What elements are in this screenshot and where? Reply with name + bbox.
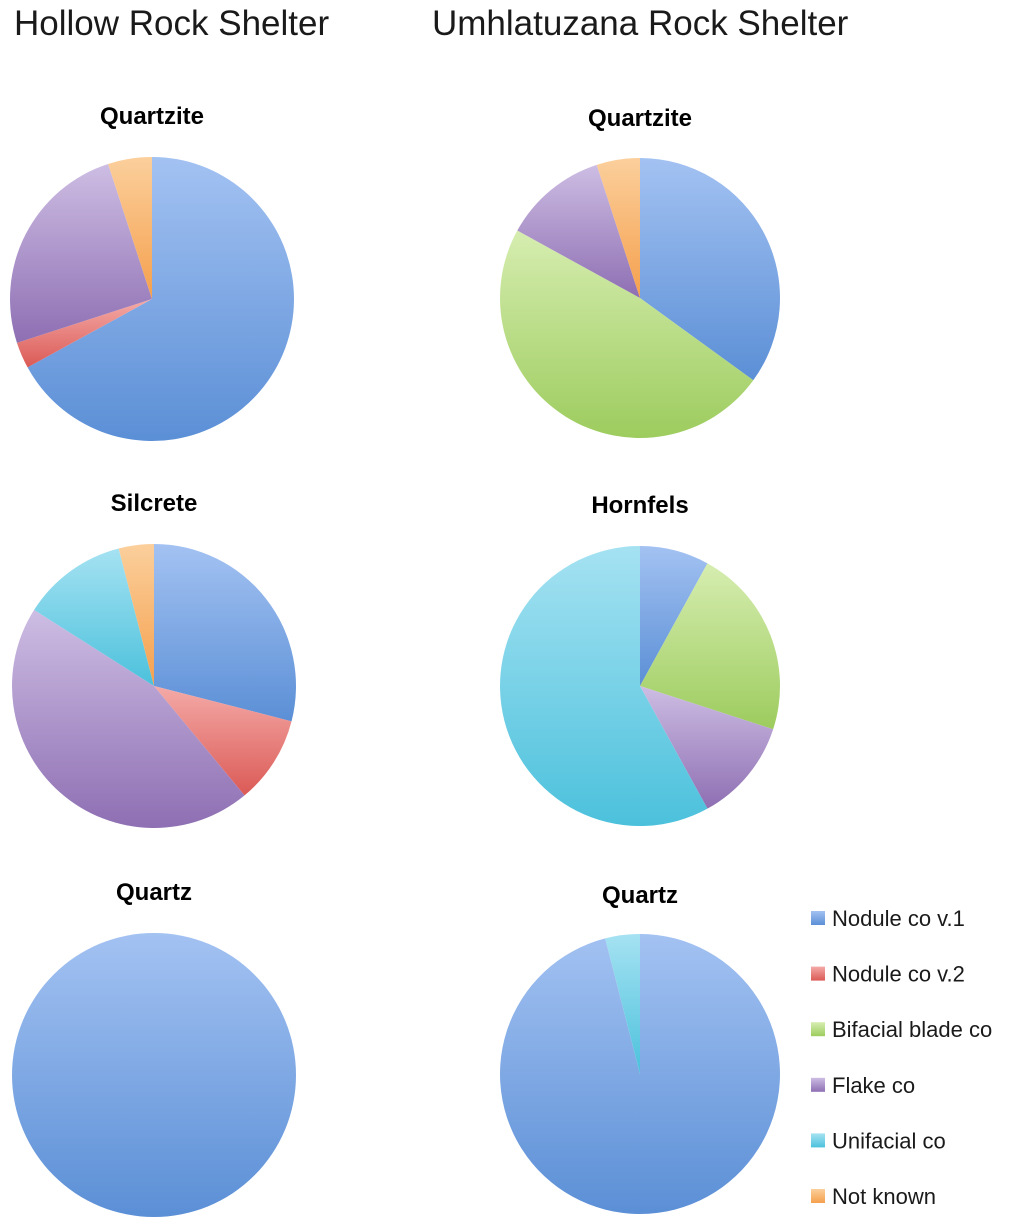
chart-title: Hornfels xyxy=(591,492,688,519)
pie-slice-unifacial-co xyxy=(34,548,154,686)
pie-slice-nodule-co-v-1 xyxy=(154,544,296,722)
legend-item-bifacial-blade-co: Bifacial blade co xyxy=(811,1017,992,1042)
chart-title: Quartz xyxy=(602,882,678,909)
chart-title: Quartzite xyxy=(588,105,692,132)
pie-slice-not-known xyxy=(596,158,640,298)
legend-swatch xyxy=(811,966,825,981)
legend-label: Nodule co v.2 xyxy=(832,962,965,987)
pie-slice-flake-co xyxy=(11,609,245,828)
pie-chart-hollow-rock-shelter-silcrete: Silcrete xyxy=(11,490,296,828)
pie-chart-umhlatuzana-rock-shelter-hornfels: Hornfels xyxy=(499,492,780,826)
pie-slice-nodule-co-v-1 xyxy=(640,546,708,686)
pie-slice-nodule-co-v-1 xyxy=(499,934,780,1214)
legend-item-nodule-co-v-2: Nodule co v.2 xyxy=(811,962,965,987)
chart-title: Quartz xyxy=(116,879,192,906)
chart-title: Quartzite xyxy=(100,103,204,130)
legend: Nodule co v.1 Nodule co v.2 Bifacial blade… xyxy=(811,906,992,1209)
pie-slice-flake-co xyxy=(640,686,774,809)
pie-slice-bifacial-blade-co xyxy=(500,230,754,438)
legend-label: Nodule co v.1 xyxy=(832,906,965,931)
pie-slice-nodule-co-v-2 xyxy=(16,299,152,368)
legend-label: Bifacial blade co xyxy=(832,1017,992,1042)
pie-slice-flake-co xyxy=(517,164,640,298)
chart-title: Silcrete xyxy=(111,490,198,517)
legend-label: Unifacial co xyxy=(832,1128,946,1153)
pie-slice-nodule-co-v-2 xyxy=(154,686,292,796)
pie-slice-not-known xyxy=(108,157,152,299)
legend-swatch xyxy=(811,1189,825,1203)
legend-swatch xyxy=(811,1022,825,1037)
legend-label: Not known xyxy=(832,1184,936,1209)
legend-label: Flake co xyxy=(832,1073,915,1098)
legend-item-unifacial-co: Unifacial co xyxy=(811,1128,946,1153)
legend-item-flake-co: Flake co xyxy=(811,1073,915,1098)
pie-chart-umhlatuzana-rock-shelter-quartz: Quartz xyxy=(499,882,780,1214)
pie-slice-unifacial-co xyxy=(605,934,640,1074)
legend-item-nodule-co-v-1: Nodule co v.1 xyxy=(811,906,965,931)
pie-slice-nodule-co-v-1 xyxy=(12,933,296,1217)
pie-slice-bifacial-blade-co xyxy=(640,563,780,730)
pie-slice-unifacial-co xyxy=(499,546,708,826)
pie-chart-hollow-rock-shelter-quartz: Quartz xyxy=(12,879,296,1217)
pie-slice-not-known xyxy=(118,544,154,686)
pie-slice-nodule-co-v-1 xyxy=(640,158,780,381)
legend-item-not-known: Not known xyxy=(811,1184,936,1209)
pie-chart-hollow-rock-shelter-quartzite: Quartzite xyxy=(9,103,294,441)
pie-slice-nodule-co-v-1 xyxy=(27,157,294,441)
legend-swatch xyxy=(811,1133,825,1148)
pie-slice-flake-co xyxy=(9,163,152,343)
site-heading-umhlatuzana: Umhlatuzana Rock Shelter xyxy=(432,4,849,43)
legend-swatch xyxy=(811,1077,825,1092)
pie-chart-umhlatuzana-rock-shelter-quartzite: Quartzite xyxy=(500,105,780,438)
site-heading-hollow-rock: Hollow Rock Shelter xyxy=(14,4,330,43)
legend-swatch xyxy=(811,911,825,925)
